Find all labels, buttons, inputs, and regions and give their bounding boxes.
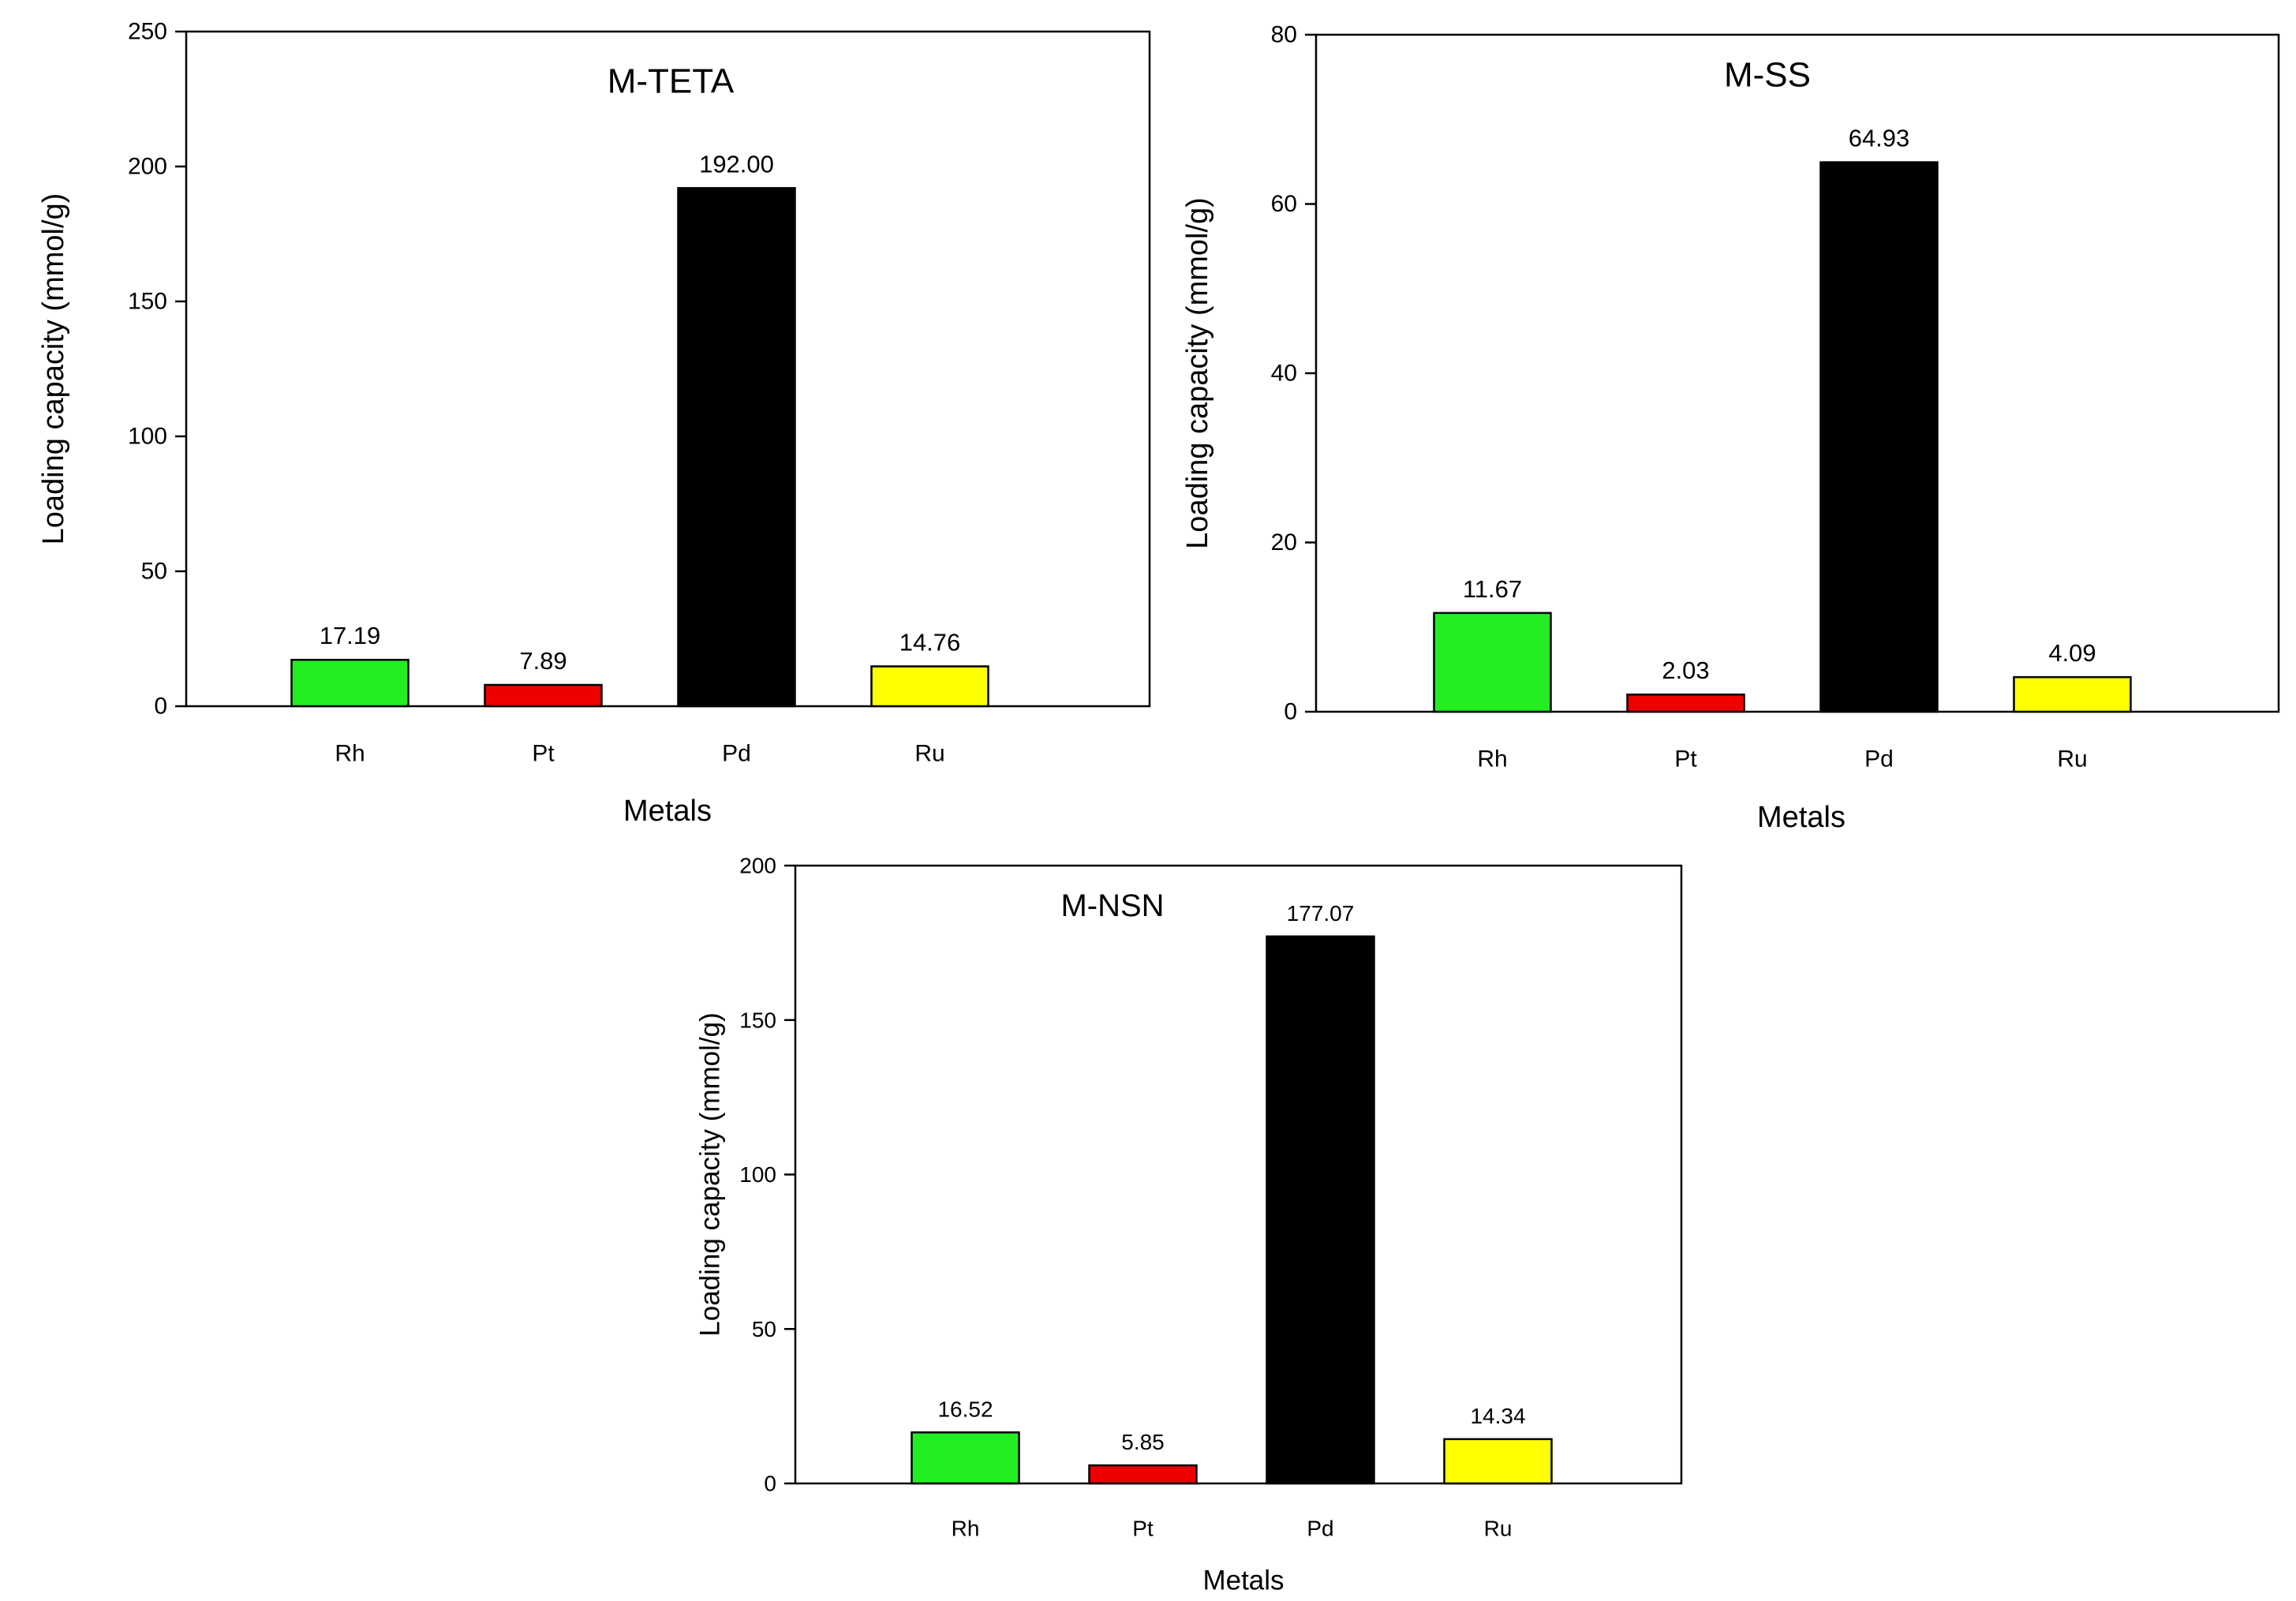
x-tick-label-rh: Rh: [952, 1517, 980, 1541]
plot-frame-m-ss: [1314, 33, 2280, 713]
bar-pt: [1626, 693, 1745, 713]
x-tick-label-pd: Pd: [1864, 746, 1894, 772]
x-tick-label-rh: Rh: [335, 741, 365, 767]
data-label-ru: 14.76: [899, 629, 961, 656]
y-tick-label: 250: [128, 19, 167, 45]
chart-title-m-nsn: M-NSN: [1060, 888, 1164, 923]
y-tick-label: 0: [154, 694, 167, 720]
x-tick-label-pt: Pt: [532, 741, 555, 767]
data-label-pt: 2.03: [1662, 656, 1709, 684]
x-tick-label-pd: Pd: [1307, 1517, 1333, 1541]
y-axis-label-m-ss: Loading capacity (mmol/g): [1181, 197, 1214, 549]
bar-rh: [911, 1431, 1020, 1485]
y-tick-label: 40: [1271, 361, 1297, 387]
data-label-pt: 5.85: [1121, 1430, 1165, 1454]
x-tick-label-pd: Pd: [722, 741, 751, 767]
bar-rh: [1433, 612, 1552, 713]
plot-frame-m-nsn: [794, 864, 1683, 1485]
bar-ru: [1443, 1438, 1553, 1485]
y-tick-label: 50: [752, 1317, 776, 1341]
data-label-pd: 192.00: [699, 150, 774, 178]
y-tick-label: 100: [128, 424, 167, 450]
data-label-ru: 4.09: [2048, 639, 2096, 667]
data-label-pd: 64.93: [1849, 125, 1910, 152]
chart-panel-m-nsn: 0 50 100 150 200 16.52 Rh 5.85 Pt 177.07 Pd 14.34 Ru…: [695, 854, 1683, 1596]
data-label-pd: 177.07: [1287, 901, 1355, 926]
x-tick-label-pt: Pt: [1674, 746, 1697, 772]
data-label-ru: 14.34: [1470, 1404, 1525, 1428]
x-tick-label-ru: Ru: [914, 741, 944, 767]
data-label-rh: 11.67: [1463, 575, 1522, 603]
y-tick-label: 80: [1271, 22, 1297, 48]
bar-pt: [484, 683, 603, 708]
plot-frame-m-teta: [185, 30, 1151, 708]
bar-ru: [870, 665, 989, 708]
data-label-rh: 17.19: [320, 622, 381, 649]
x-tick-label-ru: Ru: [2057, 746, 2087, 772]
bar-rh: [290, 658, 409, 708]
bar-pd: [1819, 161, 1939, 713]
chart-panel-m-ss: 0 20 40 60 80 11.67 Rh 2.03 Pt 64.93 Pd 4.09 Ru M-SS M…: [1181, 22, 2280, 834]
chart-title-m-teta: M-TETA: [608, 62, 735, 101]
chart-panel-m-teta: 0 50 100 150 200 250 17.19 Rh 7.89 Pt 192.00 Pd 14.7…: [37, 19, 1151, 828]
x-tick-label-ru: Ru: [1484, 1517, 1513, 1541]
y-axis-label-m-teta: Loading capacity (mmol/g): [37, 193, 70, 545]
y-tick-label: 150: [739, 1008, 776, 1032]
y-tick-label: 150: [128, 289, 167, 315]
y-axis-label-m-nsn: Loading capacity (mmol/g): [695, 1012, 726, 1336]
y-tick-label: 0: [764, 1472, 776, 1496]
x-axis-label-m-teta: Metals: [623, 795, 712, 828]
data-label-rh: 16.52: [937, 1397, 993, 1421]
data-label-pt: 7.89: [519, 647, 567, 675]
x-tick-label-pt: Pt: [1132, 1517, 1154, 1541]
y-tick-label: 100: [739, 1162, 776, 1187]
x-axis-label-m-ss: Metals: [1757, 801, 1845, 834]
bar-pt: [1088, 1464, 1198, 1485]
y-tick-label: 50: [141, 559, 167, 585]
x-axis-label-m-nsn: Metals: [1202, 1565, 1284, 1596]
bar-pd: [677, 187, 796, 708]
y-tick-label: 200: [739, 854, 776, 878]
bar-pd: [1266, 935, 1375, 1485]
y-tick-label: 200: [128, 154, 167, 180]
y-tick-label: 60: [1271, 191, 1297, 217]
x-tick-label-rh: Rh: [1477, 746, 1507, 772]
y-tick-label: 20: [1271, 529, 1297, 555]
chart-title-m-ss: M-SS: [1724, 56, 1811, 95]
bar-ru: [2013, 675, 2132, 713]
y-tick-label: 0: [1284, 699, 1297, 725]
